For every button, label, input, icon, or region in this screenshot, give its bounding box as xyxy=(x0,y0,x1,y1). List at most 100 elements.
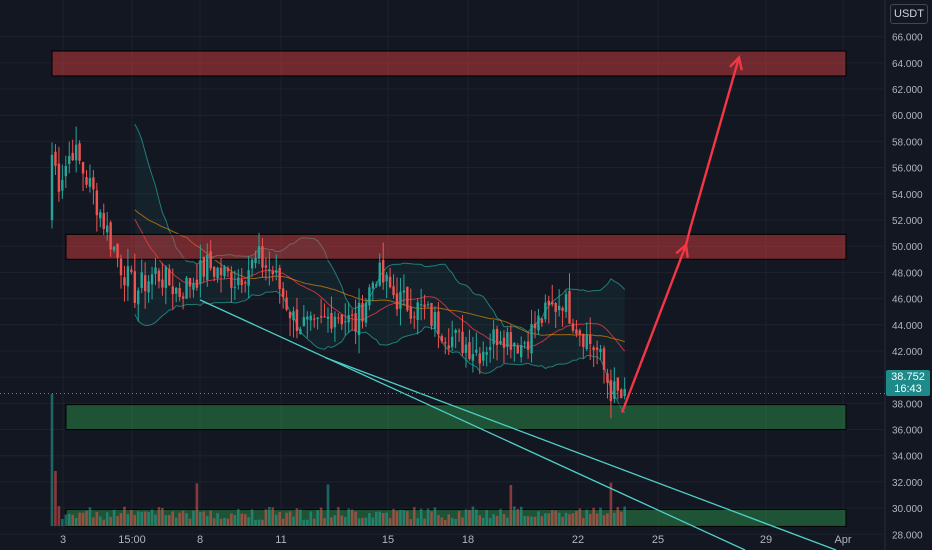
candle-body xyxy=(454,329,457,334)
candle-body xyxy=(347,315,350,323)
volume-bar xyxy=(575,510,578,526)
candle-body xyxy=(247,270,250,286)
candle-body xyxy=(219,267,223,276)
candle-body xyxy=(378,262,381,286)
volume-bar xyxy=(230,513,233,526)
volume-bar xyxy=(209,510,212,526)
currency-label[interactable]: USDT xyxy=(890,4,928,24)
candle-body xyxy=(616,377,619,391)
volume-bar xyxy=(254,519,257,526)
volume-bar xyxy=(488,518,492,526)
candle-body xyxy=(385,274,388,282)
volume-bar xyxy=(564,512,568,526)
candle-body xyxy=(371,282,375,289)
candle-body xyxy=(316,317,319,320)
candle-body xyxy=(333,316,337,328)
volume-bar xyxy=(378,511,382,526)
volume-bar xyxy=(354,511,357,526)
volume-bar xyxy=(416,518,419,526)
volume-bar xyxy=(533,516,537,526)
candle-body xyxy=(492,329,495,345)
x-tick-label: 25 xyxy=(652,534,664,546)
volume-bar xyxy=(419,508,423,526)
y-tick-label: 54.000 xyxy=(892,190,923,201)
candle-body xyxy=(68,155,71,165)
candle-body xyxy=(50,154,54,220)
y-tick-label: 48.000 xyxy=(892,268,923,279)
volume-bar xyxy=(316,510,319,526)
candle-body xyxy=(368,287,371,306)
candle-body xyxy=(482,351,485,361)
candlesticks xyxy=(50,126,626,419)
candle-body xyxy=(409,306,412,319)
volume-bar xyxy=(126,514,130,526)
volume-bar xyxy=(392,508,395,526)
candle-body xyxy=(264,265,268,268)
volume-bar xyxy=(595,513,599,526)
volume-bar xyxy=(502,514,506,526)
candle-body xyxy=(195,279,199,288)
candle-body xyxy=(589,335,592,344)
candle-body xyxy=(95,190,99,216)
volume-bar xyxy=(485,510,488,526)
volume-bar xyxy=(519,506,523,526)
candle-body xyxy=(181,296,185,299)
volume-bar xyxy=(78,512,81,526)
volume-bar xyxy=(216,513,219,526)
candle-body xyxy=(457,330,461,332)
volume-bar xyxy=(337,507,340,526)
volume-bar xyxy=(464,509,468,526)
volume-bar xyxy=(454,519,457,526)
candle-body xyxy=(288,311,292,319)
volume-bar xyxy=(592,507,595,526)
volume-bar xyxy=(109,516,112,526)
candle-body xyxy=(337,317,340,319)
candle-body xyxy=(326,316,330,319)
volume-bar xyxy=(323,518,326,526)
y-tick-label: 50.000 xyxy=(892,242,923,253)
y-tick-label: 38.000 xyxy=(892,399,923,410)
candle-body xyxy=(133,271,136,303)
candle-body xyxy=(150,274,154,285)
candle-body xyxy=(319,316,323,318)
candle-body xyxy=(520,345,523,358)
y-tick-label: 28.000 xyxy=(892,530,923,541)
candle-body xyxy=(506,332,509,347)
candle-body xyxy=(395,293,399,310)
volume-bar xyxy=(557,512,561,526)
volume-bar xyxy=(295,508,299,526)
candle-body xyxy=(461,331,464,353)
volume-bar xyxy=(457,511,461,526)
candle-body xyxy=(240,279,243,286)
candle-body xyxy=(471,354,475,361)
candle-body xyxy=(250,259,254,269)
candle-body xyxy=(81,162,85,174)
x-tick-label: Apr xyxy=(834,534,851,546)
candle-body xyxy=(551,301,554,305)
candle-body xyxy=(116,243,119,258)
candle-body xyxy=(578,330,582,335)
volume-bar xyxy=(143,511,147,526)
volume-bar xyxy=(306,519,309,526)
candle-body xyxy=(623,389,626,397)
candle-body xyxy=(350,314,354,316)
volume-bar xyxy=(554,510,557,526)
candle-body xyxy=(475,349,478,353)
volume-bar xyxy=(54,471,57,526)
candle-body xyxy=(119,258,123,276)
volume-bar xyxy=(530,516,533,526)
volume-bar xyxy=(161,507,164,526)
volume-bar xyxy=(412,507,416,526)
y-tick-label: 62.000 xyxy=(892,85,923,96)
candle-body xyxy=(313,318,316,320)
x-axis-ticks: 3 15:00 8 11 15 18 22 25 29 Apr xyxy=(60,534,852,546)
zone-resistance-upper xyxy=(51,50,847,77)
volume-bar xyxy=(178,512,181,526)
candle-body xyxy=(382,259,385,283)
volume-bar xyxy=(250,509,254,526)
y-axis-ticks: 66.000 64.000 62.000 60.000 58.000 56.000 54.0… xyxy=(892,33,923,542)
volume-bar xyxy=(157,507,161,526)
candle-body xyxy=(523,342,526,344)
candle-body xyxy=(281,288,285,298)
